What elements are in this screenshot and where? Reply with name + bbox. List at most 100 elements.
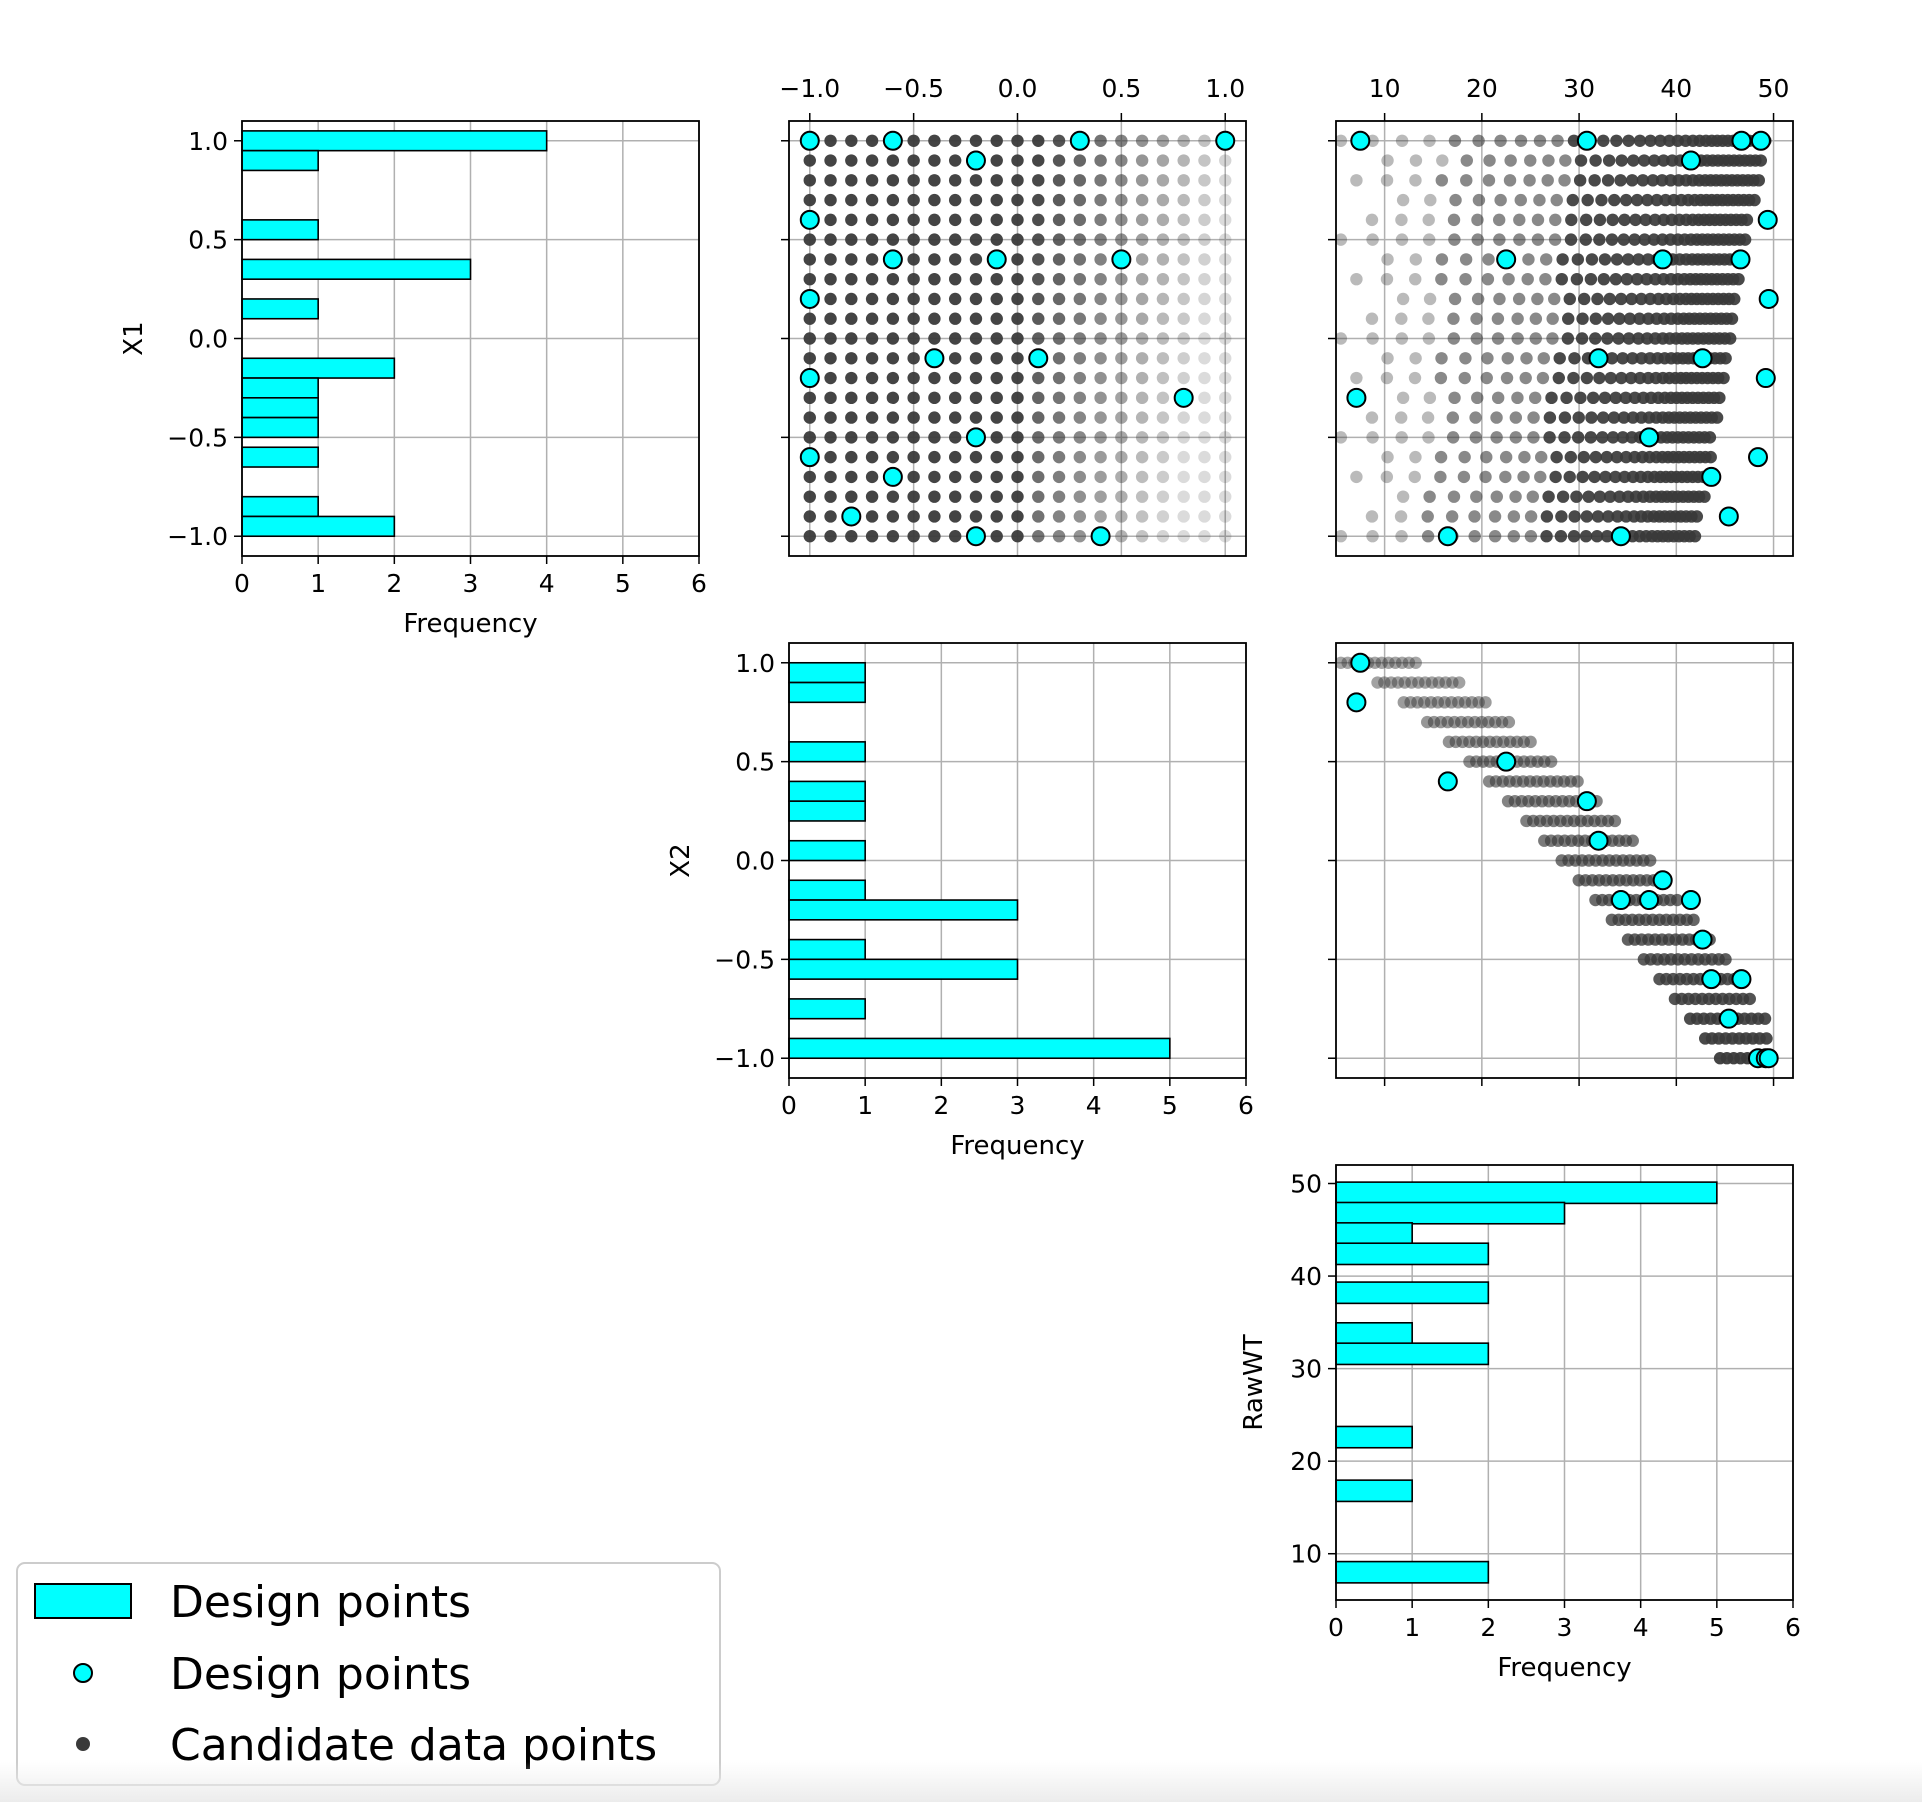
candidate-point	[1073, 470, 1087, 484]
candidate-point	[824, 510, 837, 523]
candidate-point	[1447, 312, 1460, 325]
candidate-point	[1094, 450, 1107, 464]
candidate-point	[990, 371, 1003, 385]
candidate-point	[1135, 134, 1149, 147]
candidate-point	[1424, 193, 1437, 207]
candidate-point	[1546, 312, 1559, 325]
candidate-point	[1635, 292, 1648, 306]
x-tick-label: 6	[1238, 1091, 1254, 1120]
candidate-point	[1011, 490, 1024, 503]
candidate-point	[1623, 312, 1637, 325]
design-point	[1731, 130, 1752, 151]
candidate-point	[1032, 154, 1045, 167]
candidate-point	[1421, 411, 1435, 424]
candidate-point	[1073, 431, 1087, 444]
candidate-point	[1468, 530, 1481, 543]
candidate-point	[1596, 411, 1610, 424]
candidate-point	[1094, 490, 1107, 503]
candidate-point	[907, 450, 920, 464]
candidate-point	[845, 411, 858, 424]
candidate-point	[1552, 371, 1566, 385]
candidate-point	[1536, 371, 1550, 385]
candidate-point	[886, 233, 900, 246]
candidate-point	[948, 213, 962, 227]
candidate-point	[1590, 530, 1604, 543]
candidate-point	[1073, 272, 1087, 286]
design-point	[1755, 368, 1776, 389]
candidate-point	[1198, 450, 1211, 464]
candidate-point	[1336, 431, 1348, 444]
candidate-point	[1135, 233, 1149, 246]
x-tick-label: 2	[1480, 1613, 1496, 1642]
design-points	[799, 130, 1236, 547]
candidate-point	[1336, 656, 1348, 669]
x-tick-label: 50	[1758, 74, 1790, 103]
candidate-point	[865, 530, 879, 543]
candidate-point	[1491, 332, 1505, 345]
candidate-point	[1156, 490, 1170, 503]
histogram-bar	[1335, 1479, 1413, 1503]
x-tick-label: −1.0	[779, 74, 840, 103]
design-point	[882, 130, 903, 151]
candidate-point	[1094, 391, 1107, 405]
candidate-point	[824, 233, 837, 246]
candidate-point	[803, 470, 816, 484]
candidate-point	[1177, 431, 1190, 444]
candidate-point	[1073, 233, 1087, 246]
candidate-point	[845, 391, 858, 405]
design-point	[1610, 526, 1631, 547]
candidate-point	[1011, 292, 1024, 306]
candidate-point	[1471, 391, 1484, 405]
candidate-point	[1094, 352, 1107, 365]
candidate-point	[845, 450, 858, 464]
x-tick-label: 1	[1404, 1613, 1420, 1642]
design-point	[1639, 890, 1660, 911]
candidate-point	[948, 450, 962, 464]
candidate-point	[1447, 332, 1460, 345]
candidate-point	[1156, 312, 1170, 325]
x-tick-label: 1	[310, 569, 326, 598]
candidate-point	[1504, 154, 1517, 167]
candidate-point	[865, 272, 879, 286]
candidate-point	[803, 233, 816, 246]
candidate-point	[1612, 332, 1625, 345]
candidate-point	[1601, 312, 1615, 325]
candidate-point	[1690, 510, 1704, 523]
x-tick-label: 0	[1328, 1613, 1344, 1642]
candidate-point	[1052, 253, 1066, 266]
candidate-point	[1607, 411, 1621, 424]
candidate-point	[1494, 134, 1507, 147]
candidate-point	[1563, 470, 1576, 484]
candidate-point	[1011, 450, 1024, 464]
candidate-point	[824, 371, 837, 385]
candidate-point	[1198, 470, 1211, 484]
candidate-point	[1381, 450, 1394, 464]
candidate-point	[1380, 174, 1394, 187]
design-point	[1215, 130, 1236, 151]
candidate-point	[1405, 676, 1418, 689]
histogram-bar	[788, 879, 866, 901]
candidate-point	[1156, 411, 1170, 424]
candidate-point	[1704, 450, 1717, 464]
candidate-point	[1738, 233, 1752, 246]
candidate-point	[886, 510, 900, 523]
candidate-point	[1115, 312, 1128, 325]
design-point	[1576, 130, 1597, 151]
candidate-point	[803, 174, 816, 187]
candidate-point	[1493, 233, 1506, 246]
candidate-point	[990, 470, 1003, 484]
x-axis-label: Frequency	[1497, 1653, 1631, 1683]
candidate-point	[948, 292, 962, 306]
candidate-point	[824, 450, 837, 464]
candidate-point	[1610, 253, 1624, 266]
candidate-point	[1341, 656, 1354, 669]
candidate-point	[1460, 174, 1473, 187]
candidate-point	[865, 431, 879, 444]
candidate-point	[1589, 332, 1602, 345]
candidate-point	[1198, 233, 1211, 246]
candidate-point	[1421, 510, 1434, 523]
candidate-point	[1219, 213, 1232, 227]
candidate-point	[1219, 450, 1232, 464]
candidate-point	[1219, 431, 1232, 444]
candidate-point	[1422, 213, 1435, 227]
